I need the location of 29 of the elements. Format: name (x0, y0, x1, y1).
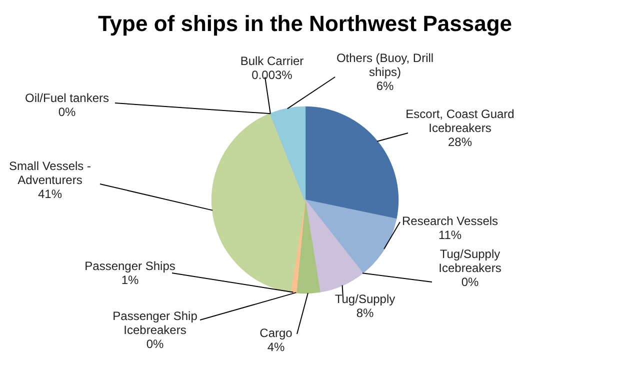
slice-label: Tug/Supply (334, 292, 396, 306)
category-label: Tug/Supply Icebreakers (438, 247, 502, 275)
pie-slice (296, 199, 320, 294)
pie-slice (304, 199, 397, 274)
slice-label: Small Vessels - Adventurers (8, 159, 92, 187)
data-label: 28% (448, 135, 472, 149)
pie-slice (304, 199, 364, 292)
data-label: 6% (376, 79, 394, 93)
data-label: 0.003% (252, 68, 293, 82)
slice-label: Bulk Carrier (240, 54, 304, 68)
slice-label: Others (Buoy, Drill ships) (336, 51, 434, 79)
data-label: 4% (267, 340, 285, 354)
slice-label: Cargo (260, 326, 293, 340)
text: 0% (146, 337, 164, 351)
pie-slice (270, 106, 306, 201)
data-label: 1% (121, 273, 139, 287)
text: 0% (461, 275, 479, 289)
slice-label: Escort, Coast Guard Icebreakers (406, 107, 514, 135)
slice-label: Research Vessels (402, 214, 498, 228)
data-label: 41% (38, 187, 62, 201)
category-label: Oil/Fuel tankers (24, 91, 110, 105)
slice-label: Passenger Ships (84, 259, 176, 273)
chart-title: Type of ships in the Northwest Passage (98, 11, 512, 36)
pie-slice (304, 106, 398, 220)
data-label: 11% (438, 228, 462, 242)
text: 0% (58, 105, 76, 119)
data-label: 8% (356, 306, 374, 320)
category-label: Passenger Ship Icebreakers (112, 309, 198, 337)
pie-slice (212, 113, 306, 292)
